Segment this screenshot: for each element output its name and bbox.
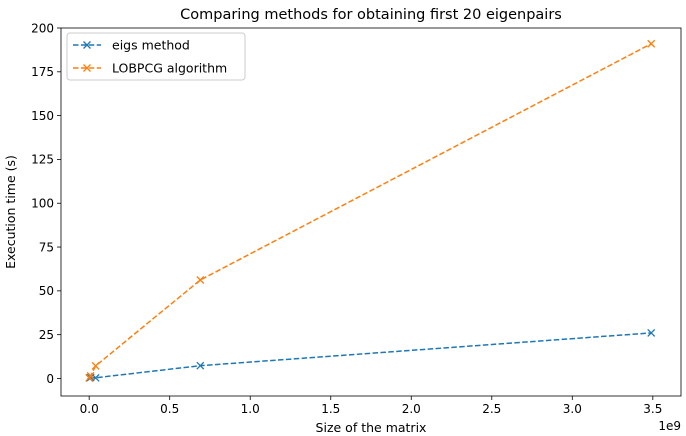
legend-item: eigs method xyxy=(73,38,190,53)
data-point-marker xyxy=(196,276,205,284)
legend-marker xyxy=(83,41,91,49)
legend: eigs method LOBPCG algorithm xyxy=(66,32,246,81)
legend-item: LOBPCG algorithm xyxy=(73,61,227,76)
x-tick-label: 0.5 xyxy=(160,402,179,416)
y-tick-label: 75 xyxy=(39,240,54,254)
y-tick-label: 200 xyxy=(31,21,54,35)
x-axis: 0.0 0.5 1.0 1.5 2.0 2.5 3.0 3.5 xyxy=(80,396,662,416)
data-point-marker xyxy=(91,361,100,370)
data-point-marker xyxy=(86,371,95,380)
y-tick-label: 150 xyxy=(31,109,54,123)
x-axis-offset-label: 1e9 xyxy=(658,419,681,433)
data-point-marker xyxy=(91,373,100,382)
legend-label: LOBPCG algorithm xyxy=(112,61,227,76)
y-tick-label: 50 xyxy=(39,284,54,298)
x-tick-label: 1.0 xyxy=(241,402,260,416)
series-line xyxy=(89,332,652,379)
legend-box xyxy=(66,32,246,81)
y-axis-label: Execution time (s) xyxy=(3,155,18,269)
x-tick-label: 3.0 xyxy=(563,402,582,416)
y-tick-label: 25 xyxy=(39,328,54,342)
x-tick-label: 1.5 xyxy=(321,402,340,416)
series-1 xyxy=(85,328,656,382)
x-tick-label: 0.0 xyxy=(80,402,99,416)
data-point-marker xyxy=(647,39,656,48)
y-tick-label: 125 xyxy=(31,153,54,167)
y-tick-label: 100 xyxy=(31,197,54,211)
y-axis: 0 25 50 75 100 125 150 175 200 xyxy=(31,21,61,386)
x-tick-label: 2.0 xyxy=(402,402,421,416)
chart-title: Comparing methods for obtaining first 20… xyxy=(180,7,562,23)
axes-frame xyxy=(60,27,682,397)
series-2 xyxy=(85,39,656,382)
series-line xyxy=(88,43,652,379)
plot-area xyxy=(60,27,682,397)
y-tick-label: 0 xyxy=(46,372,54,386)
x-axis-label: Size of the matrix xyxy=(316,420,427,435)
legend-marker xyxy=(83,64,91,72)
x-tick-label: 2.5 xyxy=(482,402,501,416)
data-point-marker xyxy=(196,361,205,370)
y-tick-label: 175 xyxy=(31,65,54,79)
x-tick-label: 3.5 xyxy=(643,402,662,416)
data-point-marker xyxy=(647,328,656,337)
legend-label: eigs method xyxy=(112,38,190,53)
